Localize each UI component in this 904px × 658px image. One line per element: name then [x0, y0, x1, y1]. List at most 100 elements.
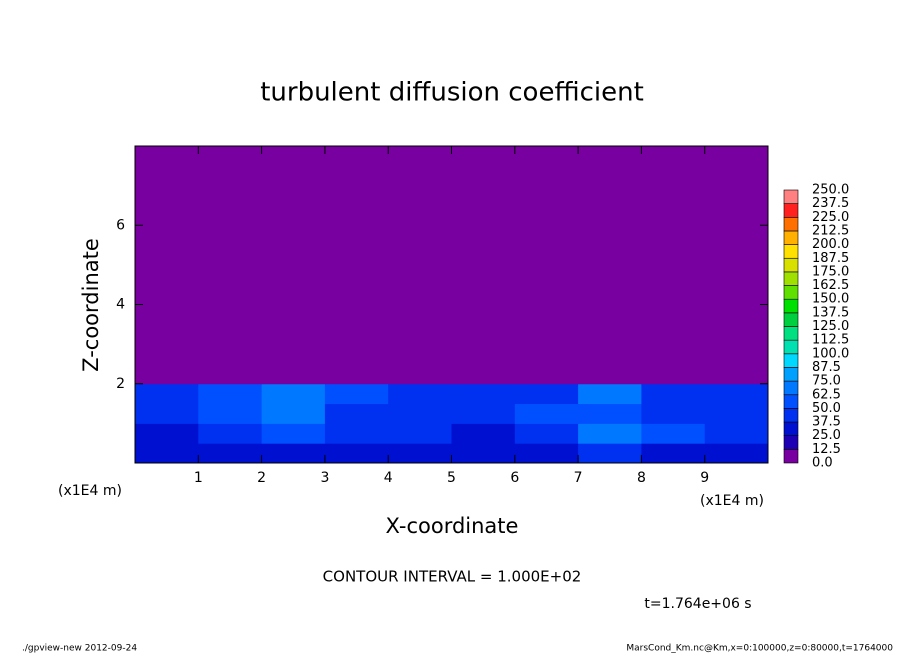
colorbar-label: 125.0: [812, 319, 849, 334]
colorbar-label: 87.5: [812, 360, 841, 375]
colorbar-box: [783, 353, 799, 368]
colorbar-label: 0.0: [812, 456, 833, 471]
cell: [704, 423, 769, 444]
colorbar-box: [783, 435, 799, 450]
cell: [704, 146, 769, 385]
cell: [198, 443, 263, 464]
colorbar-box: [783, 203, 799, 218]
cell: [641, 146, 706, 385]
cell: [324, 383, 389, 405]
cell: [135, 146, 199, 385]
footer-left: ./gpview-new 2012-09-24: [22, 644, 137, 654]
colorbar-label: 250.0: [812, 183, 849, 198]
cell: [641, 383, 706, 405]
cell: [135, 423, 199, 444]
colorbar-box: [783, 421, 799, 436]
cell: [641, 403, 706, 424]
colorbar-box: [783, 367, 799, 382]
time-note: t=1.764e+06 s: [644, 596, 751, 612]
y-unit: (x1E4 m): [58, 483, 122, 499]
cell: [514, 403, 579, 424]
x-tick-label: 3: [320, 470, 329, 486]
cell: [198, 403, 263, 424]
colorbar-box: [783, 380, 799, 396]
cell: [514, 146, 579, 385]
cell: [135, 383, 199, 405]
y-tick-label: 6: [116, 217, 125, 233]
y-tick-label: 4: [116, 297, 125, 313]
cell: [261, 146, 326, 385]
cell: [641, 443, 706, 464]
cell: [514, 443, 579, 464]
cell: [578, 383, 642, 405]
cell: [451, 403, 516, 424]
colorbar-box: [783, 217, 799, 232]
cell: [261, 443, 326, 464]
colorbar-label: 112.5: [812, 333, 849, 348]
cell: [388, 146, 452, 385]
cell: [451, 423, 516, 444]
x-tick-label: 8: [637, 470, 646, 486]
colorbar-box: [783, 326, 799, 341]
x-tick-label: 1: [194, 470, 203, 486]
cell: [578, 146, 642, 385]
cell: [135, 443, 199, 464]
colorbar-box: [783, 189, 799, 204]
x-unit: (x1E4 m): [700, 493, 764, 509]
cell: [261, 403, 326, 424]
cell: [388, 423, 452, 444]
cell: [451, 443, 516, 464]
cell: [198, 423, 263, 444]
colorbar-box: [783, 230, 799, 245]
x-tick-label: 7: [574, 470, 583, 486]
cell: [514, 383, 579, 405]
colorbar-label: 62.5: [812, 387, 841, 402]
colorbar-label: 175.0: [812, 264, 849, 279]
cell: [641, 423, 706, 444]
cell: [388, 403, 452, 424]
colorbar-label: 100.0: [812, 346, 849, 361]
cell: [704, 443, 769, 464]
cell: [578, 423, 642, 444]
footer-right: MarsCond_Km.nc@Km,x=0:100000,z=0:80000,t…: [626, 644, 893, 654]
x-tick-label: 2: [257, 470, 266, 486]
colorbar-label: 137.5: [812, 305, 849, 320]
x-tick-label: 4: [384, 470, 393, 486]
cell: [324, 423, 389, 444]
colorbar-box: [783, 312, 799, 327]
colorbar-box: [783, 339, 799, 355]
colorbar-label: 75.0: [812, 374, 841, 389]
cell: [451, 383, 516, 405]
cell: [388, 443, 452, 464]
colorbar-box: [783, 257, 799, 273]
colorbar-box: [783, 271, 799, 286]
colorbar-box: [783, 449, 799, 464]
cell: [704, 383, 769, 405]
cell: [261, 383, 326, 405]
cell: [324, 403, 389, 424]
x-axis-label: X-coordinate: [386, 514, 519, 538]
cell: [578, 443, 642, 464]
colorbar-label: 225.0: [812, 210, 849, 225]
colorbar-label: 12.5: [812, 442, 841, 457]
colorbar-label: 150.0: [812, 292, 849, 307]
colorbar-box: [783, 298, 799, 314]
colorbar-label: 25.0: [812, 428, 841, 443]
x-tick-label: 5: [447, 470, 456, 486]
colorbar-label: 237.5: [812, 196, 849, 211]
cell: [261, 423, 326, 444]
colorbar-box: [783, 285, 799, 300]
y-tick-label: 2: [116, 376, 125, 392]
chart-title: turbulent diffusion coefficient: [260, 78, 644, 108]
colorbar-label: 162.5: [812, 278, 849, 293]
cell: [578, 403, 642, 424]
y-axis-label: Z-coordinate: [79, 238, 103, 372]
cell: [514, 423, 579, 444]
colorbar-label: 37.5: [812, 415, 841, 430]
cell: [324, 443, 389, 464]
cell: [135, 403, 199, 424]
contour-note: CONTOUR INTERVAL = 1.000E+02: [323, 568, 582, 586]
colorbar-label: 212.5: [812, 223, 849, 238]
colorbar-box: [783, 408, 799, 423]
